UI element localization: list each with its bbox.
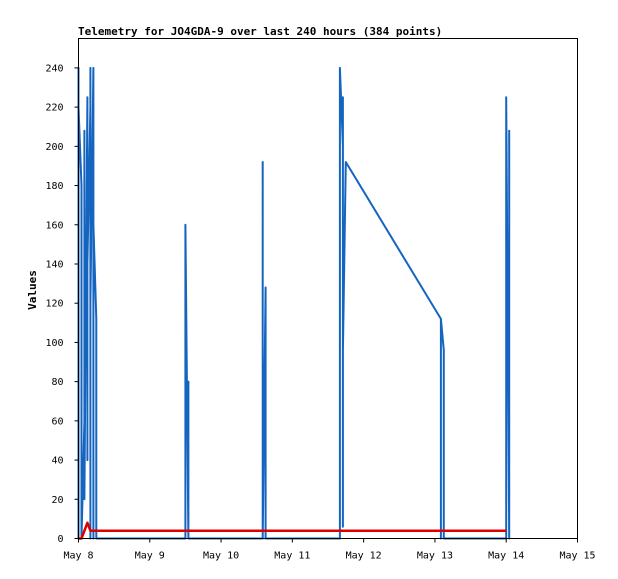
- y-tick-label: 140: [45, 259, 63, 270]
- series-line-main: [77, 66, 511, 540]
- chart-title: Telemetry for JO4GDA-9 over last 240 hou…: [78, 25, 442, 38]
- y-tick-label: 80: [51, 377, 63, 388]
- x-tick-label: May 11: [274, 551, 310, 562]
- x-tick-label: May 8: [63, 551, 93, 562]
- x-tick-label: May 12: [346, 551, 382, 562]
- y-tick-label: 60: [51, 416, 63, 427]
- x-tick-label: May 10: [203, 551, 239, 562]
- y-tick-label: 0: [57, 534, 63, 545]
- y-tick-label: 240: [45, 63, 63, 74]
- x-tick-label: May 13: [417, 551, 453, 562]
- x-tick-label: May 9: [135, 551, 165, 562]
- y-tick-label: 220: [45, 103, 63, 114]
- y-tick-label: 100: [45, 338, 63, 349]
- y-axis-ticks: 0 20 40 60 80 100 120 140 160 180 200 220 240: [45, 63, 79, 545]
- y-axis-label: Values: [26, 270, 39, 310]
- x-tick-label: May 14: [488, 551, 524, 562]
- y-tick-label: 40: [51, 456, 63, 467]
- y-tick-label: 180: [45, 181, 63, 192]
- x-tick-label: May 15: [559, 551, 595, 562]
- y-tick-label: 120: [45, 299, 63, 310]
- x-axis-ticks: May 8 May 9 May 10 May 11 May 12 May 13 May 14…: [63, 538, 596, 562]
- y-tick-label: 200: [45, 142, 63, 153]
- plot-frame: [78, 38, 578, 539]
- y-tick-label: 20: [51, 495, 63, 506]
- y-tick-label: 160: [45, 220, 63, 231]
